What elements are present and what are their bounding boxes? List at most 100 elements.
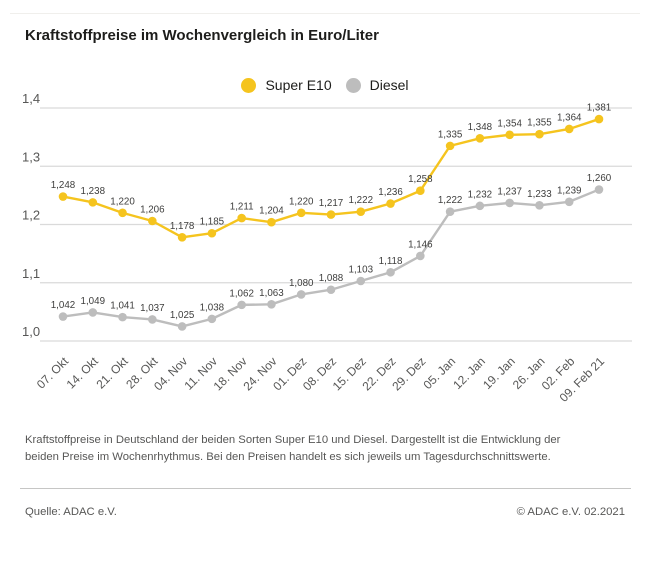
y-axis-label: 1,1: [22, 266, 40, 281]
data-point: [535, 200, 544, 210]
footer-divider: [20, 488, 631, 489]
data-label: 1,381: [587, 103, 612, 114]
data-point: [148, 216, 157, 226]
legend: Super E10 Diesel: [0, 77, 650, 93]
data-point: [88, 198, 98, 207]
page-title: Kraftstoffpreise im Wochenvergleich in E…: [25, 27, 379, 44]
data-point: [148, 315, 157, 324]
top-divider: [10, 13, 640, 14]
data-point: [535, 129, 544, 139]
data-label: 1,211: [230, 202, 254, 213]
copyright-text: © ADAC e.V. 02.2021: [516, 506, 625, 518]
data-label: 1,080: [289, 278, 314, 289]
x-axis-label: 29. Dez: [389, 354, 428, 393]
gridlines: 1,4 1,3 1,2 1,1 1,0: [22, 91, 632, 342]
data-label: 1,355: [527, 118, 552, 129]
data-point: [505, 130, 514, 140]
legend-item-diesel: Diesel: [345, 77, 409, 93]
data-point: [475, 201, 485, 211]
data-point: [386, 267, 395, 277]
data-point: [296, 290, 306, 299]
data-label: 1,038: [200, 302, 225, 313]
data-label: 1,178: [170, 221, 195, 232]
data-label: 1,041: [110, 301, 135, 312]
data-point: [356, 207, 366, 216]
data-point: [356, 276, 366, 286]
x-axis-label: 19. Jan: [480, 354, 518, 392]
data-label: 1,232: [468, 189, 493, 200]
data-point: [416, 186, 425, 196]
y-axis-label: 1,2: [22, 208, 40, 223]
series-super-e10: 1,248 1,238 1,220 1,206 1,178 1,185 1,211 1,204…: [51, 103, 612, 242]
data-point: [118, 312, 127, 322]
data-label: 1,206: [140, 205, 165, 216]
data-point: [326, 285, 336, 295]
data-label: 1,260: [587, 173, 612, 184]
data-point: [88, 308, 98, 317]
data-point: [207, 228, 217, 238]
data-label: 1,348: [468, 122, 493, 133]
legend-item-super-e10: Super E10: [241, 77, 332, 93]
legend-label-super-e10: Super E10: [265, 77, 332, 93]
footer: Quelle: ADAC e.V. © ADAC e.V. 02.2021: [25, 506, 625, 518]
data-point: [177, 233, 187, 242]
data-label: 1,118: [379, 256, 403, 267]
data-label: 1,042: [51, 300, 76, 311]
data-label: 1,238: [81, 186, 106, 197]
x-axis-label: 07. Okt: [34, 354, 72, 392]
data-label: 1,258: [408, 174, 433, 185]
x-axis-label: 21. Okt: [93, 354, 131, 392]
y-axis-label: 1,3: [22, 149, 40, 164]
chart-description: Kraftstoffpreise in Deutschland der beid…: [25, 434, 561, 463]
y-axis-label: 1,4: [22, 91, 40, 106]
data-point: [296, 208, 306, 218]
data-label: 1,233: [527, 189, 552, 200]
legend-label-diesel: Diesel: [369, 77, 409, 93]
x-axis-label: 14. Okt: [64, 354, 102, 392]
data-label: 1,236: [378, 187, 403, 198]
data-label: 1,222: [349, 195, 374, 206]
data-label: 1,037: [140, 303, 165, 314]
data-point: [445, 141, 455, 151]
data-label: 1,239: [557, 185, 582, 196]
data-label: 1,237: [497, 186, 522, 197]
data-point: [177, 322, 187, 331]
y-axis-label: 1,0: [22, 324, 40, 339]
data-point: [386, 199, 395, 208]
data-label: 1,217: [319, 198, 344, 209]
data-label: 1,146: [408, 239, 433, 250]
data-label: 1,220: [110, 196, 135, 207]
data-label: 1,049: [81, 296, 106, 307]
data-point: [58, 312, 68, 321]
series-line: [62, 117, 600, 239]
data-point: [267, 217, 276, 227]
data-point: [416, 251, 425, 261]
x-axis-label: 04. Nov: [151, 354, 190, 393]
data-point: [505, 198, 514, 208]
data-point: [118, 208, 127, 218]
data-label: 1,103: [349, 265, 374, 276]
data-label: 1,204: [259, 206, 284, 217]
data-label: 1,063: [259, 288, 284, 299]
data-label: 1,220: [289, 196, 314, 207]
x-axis-label: 05. Jan: [420, 354, 458, 392]
series-diesel: 1,042 1,049 1,041 1,037 1,025 1,038 1,062 1,063…: [51, 173, 612, 331]
data-point: [237, 213, 246, 223]
data-point: [564, 124, 574, 134]
data-point: [594, 114, 604, 124]
data-point: [445, 207, 455, 216]
super-e10-dot-icon: [241, 77, 257, 93]
data-point: [475, 133, 485, 143]
data-point: [594, 185, 604, 194]
data-label: 1,354: [497, 118, 522, 129]
data-point: [58, 192, 68, 201]
data-label: 1,185: [200, 217, 225, 228]
x-axis-label: 12. Jan: [450, 354, 488, 392]
data-label: 1,222: [438, 195, 463, 206]
data-point: [267, 300, 276, 309]
data-label: 1,025: [170, 310, 195, 321]
data-point: [207, 314, 217, 324]
data-point: [564, 197, 574, 207]
